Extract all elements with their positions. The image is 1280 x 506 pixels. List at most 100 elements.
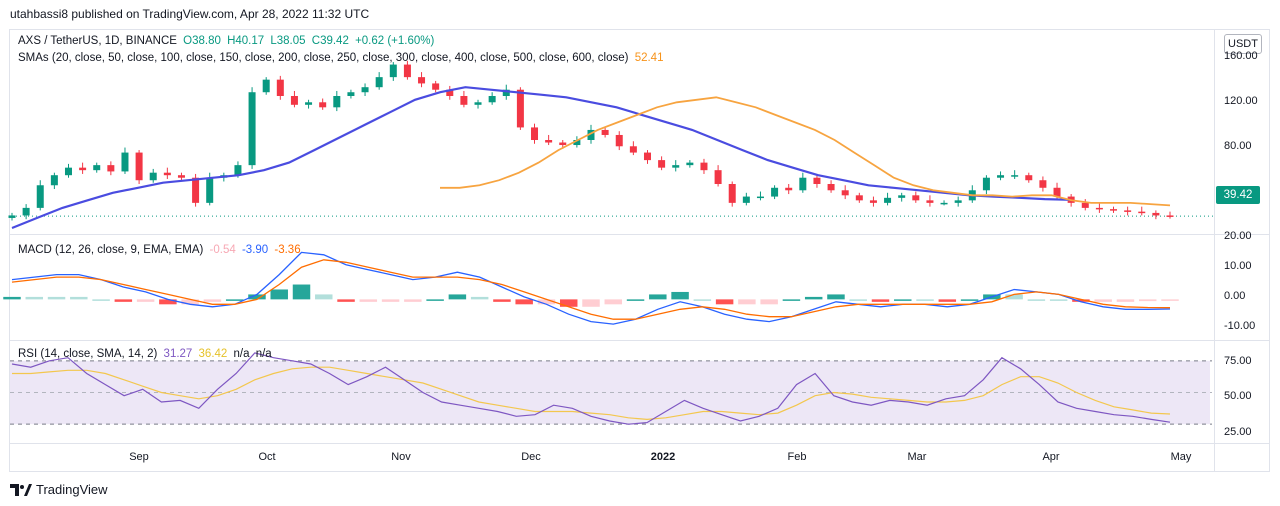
macd-histogram-bar (916, 299, 934, 301)
macd-histogram-bar (782, 299, 801, 301)
candle-body (502, 89, 510, 96)
candle-body (531, 127, 539, 140)
candle-body (827, 184, 835, 191)
candle-body (869, 200, 877, 203)
candle-body (997, 175, 1005, 178)
macd-histogram-bar (804, 296, 823, 300)
candle-body (813, 177, 821, 184)
macd-histogram-bar (715, 299, 734, 305)
macd-histogram-bar (225, 299, 244, 301)
candle-body (163, 172, 171, 176)
candle-body (1081, 202, 1089, 208)
rsi-tick: 75.00 (1224, 355, 1252, 367)
macd-histogram-bar (515, 299, 533, 305)
rsi-line (11, 352, 1171, 425)
macd-tick: 10.00 (1224, 260, 1252, 272)
price-tick: 120.00 (1224, 95, 1258, 107)
candle-body (1039, 180, 1047, 188)
macd-histogram-bar (337, 299, 355, 302)
macd-histogram-bar (559, 299, 578, 307)
x-tick: Mar (907, 451, 927, 463)
candle-body (629, 146, 637, 153)
macd-tick: 20.00 (1224, 230, 1252, 242)
footer-brand-label: TradingView (36, 482, 108, 497)
macd-line (11, 251, 1171, 325)
time-axis-separator (9, 443, 1270, 444)
candle-body (1011, 175, 1019, 177)
currency-button[interactable]: USDT (1224, 34, 1262, 54)
candle-body (276, 79, 284, 96)
macd-histogram-bar (671, 291, 689, 300)
candle-body (347, 92, 355, 96)
macd-histogram-bar (315, 294, 333, 300)
macd-histogram-bar (626, 299, 645, 301)
candle-body (389, 64, 397, 78)
macd-hist-value: -0.54 (209, 244, 236, 256)
candle-body (1152, 212, 1160, 216)
macd-histogram-bar (693, 299, 712, 301)
footer-brand[interactable]: TradingView (10, 482, 108, 497)
macd-histogram-bar (827, 294, 845, 300)
macd-histogram-bar (381, 299, 400, 302)
macd-histogram-bar (448, 294, 467, 300)
low-value: L38.05 (270, 35, 306, 47)
rsi-tick: 25.00 (1224, 426, 1252, 438)
candle-body (841, 190, 849, 196)
candle-body (700, 162, 708, 171)
candle-body (107, 165, 115, 172)
candle-body (728, 184, 736, 203)
candle-body (333, 96, 341, 108)
symbol-label[interactable]: AXS / TetherUS, 1D, BINANCE (18, 35, 177, 47)
candle-body (248, 92, 256, 166)
macd-histogram-bar (470, 296, 489, 300)
macd-histogram-bar (1005, 294, 1023, 300)
macd-histogram-bar (960, 299, 979, 301)
candle-body (290, 96, 298, 105)
rsi-tick: 50.00 (1224, 390, 1252, 402)
rsi-label[interactable]: RSI (14, close, SMA, 14, 2) (18, 348, 158, 360)
candle-body (615, 134, 623, 147)
candle-body (573, 140, 581, 146)
macd-histogram-bar (871, 299, 890, 302)
x-tick: Oct (258, 451, 276, 463)
macd-histogram-bar (159, 299, 177, 305)
pane-separator-rsi[interactable] (9, 340, 1270, 341)
candle-body (79, 167, 87, 171)
candle-body (1138, 211, 1146, 214)
macd-histogram-bar (136, 299, 155, 302)
candle-body (149, 172, 157, 181)
macd-histogram-bar (738, 299, 756, 305)
macd-histogram-bar (938, 299, 957, 302)
macd-label[interactable]: MACD (12, 26, close, 9, EMA, EMA) (18, 244, 204, 256)
high-value: H40.17 (227, 35, 265, 47)
rsi-value: 31.27 (163, 348, 193, 360)
macd-histogram-bar (114, 299, 133, 302)
candle-body (432, 83, 440, 90)
macd-histogram-bar (1094, 299, 1112, 302)
candle-body (756, 196, 764, 199)
rsi-ma-line (12, 366, 1171, 421)
macd-histogram-bar (849, 299, 867, 301)
candle-body (177, 175, 185, 178)
macd-histogram-bar (426, 299, 444, 301)
candle-body (319, 102, 327, 108)
price-tick: 160.00 (1224, 50, 1258, 62)
macd-tick: -10.00 (1224, 320, 1256, 332)
candle-body (799, 177, 807, 191)
sma-line-orange (440, 96, 1171, 207)
candle-body (64, 167, 72, 176)
macd-histogram-bar (894, 299, 912, 301)
tradingview-logo-icon (10, 483, 32, 496)
macd-histogram-bar (292, 284, 311, 300)
sma-label[interactable]: SMAs (20, close, 50, close, 100, close, … (18, 52, 629, 64)
pane-separator-macd[interactable] (9, 234, 1270, 235)
candle-body (361, 87, 369, 93)
publisher-line: utahbassi8 published on TradingView.com,… (10, 7, 370, 21)
candle-body (418, 77, 426, 84)
x-tick: Dec (521, 451, 541, 463)
macd-tick: 0.00 (1224, 290, 1246, 302)
macd-histogram-bar (270, 289, 288, 300)
x-tick: 2022 (650, 451, 676, 463)
macd-histogram-bar (92, 299, 110, 301)
